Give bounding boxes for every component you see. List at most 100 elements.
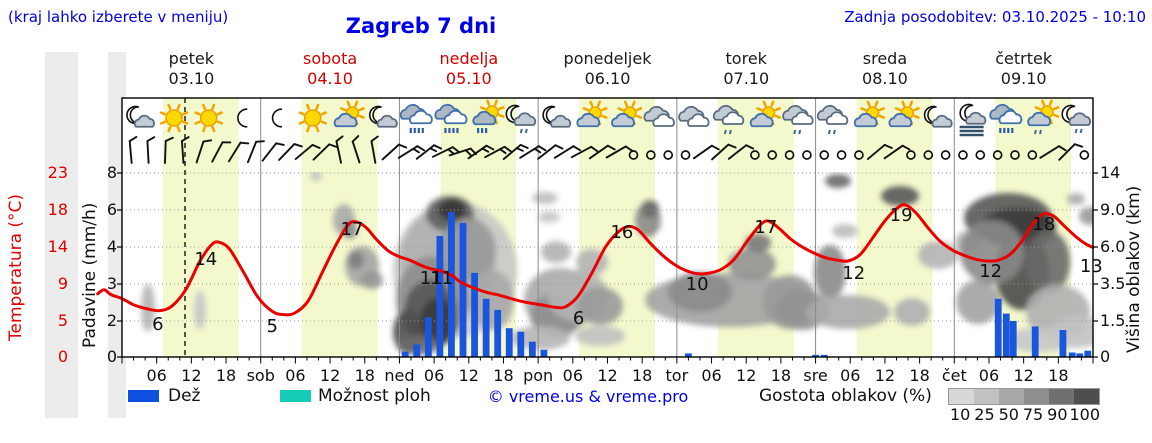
cloud-blob bbox=[881, 186, 919, 206]
weather-icon-sun-cloud bbox=[749, 100, 781, 128]
wind-barb-icon bbox=[1058, 143, 1084, 161]
day-date: 08.10 bbox=[862, 69, 908, 88]
copyright-link[interactable]: © vreme.us & vreme.pro bbox=[487, 387, 689, 406]
calm-wind-icon bbox=[1027, 150, 1038, 160]
calm-wind-icon bbox=[750, 150, 760, 160]
weather-icon-moon-cloud bbox=[368, 105, 398, 128]
cloud-blob bbox=[894, 298, 930, 326]
day-name: sreda bbox=[862, 49, 908, 68]
cloud-blob bbox=[918, 241, 958, 269]
weather-icon-rain bbox=[399, 103, 433, 133]
temp-extreme-label: 14 bbox=[194, 249, 217, 270]
x-axis-tick-label: 18 bbox=[493, 366, 513, 385]
x-axis-tick-label: 06 bbox=[701, 366, 721, 385]
rain-bar bbox=[540, 349, 548, 357]
x-axis-tick-label: tor bbox=[666, 366, 689, 385]
day-name: sobota bbox=[303, 49, 358, 68]
cloud-blob bbox=[577, 287, 623, 325]
weather-icon-sun-cloud bbox=[576, 100, 608, 128]
page-title: Zagreb 7 dni bbox=[345, 14, 497, 38]
day-date: 04.10 bbox=[307, 69, 353, 88]
wind-barb-icon bbox=[335, 135, 344, 164]
x-axis-tick-label: 06 bbox=[563, 366, 583, 385]
cloud-blob bbox=[541, 241, 571, 263]
day-name: četrtek bbox=[995, 49, 1053, 68]
calm-wind-icon bbox=[819, 150, 830, 160]
cloud-blob bbox=[641, 200, 659, 218]
weather-icon-sun bbox=[159, 103, 189, 133]
cloud-axis-tick: 14 bbox=[1100, 163, 1120, 182]
weather-icon-moon-cloud-drizzle bbox=[1061, 104, 1091, 134]
rain-bar bbox=[401, 351, 409, 357]
temp-extreme-label: 6 bbox=[573, 308, 584, 329]
weather-icon-moon-cloud bbox=[923, 105, 953, 128]
weather-icon-moon bbox=[271, 108, 283, 128]
rain-bar bbox=[685, 353, 692, 357]
x-axis-tick-label: 06 bbox=[979, 366, 999, 385]
wind-barb-icon bbox=[553, 145, 582, 159]
temp-axis-tick: 18 bbox=[48, 200, 68, 219]
temp-extreme-label: 11 bbox=[420, 268, 443, 289]
rain-bar bbox=[1002, 313, 1010, 357]
cloud-blob bbox=[745, 234, 771, 252]
rain-bar bbox=[494, 309, 502, 357]
wind-barb-icon bbox=[211, 141, 232, 163]
menu-hint-note: (kraj lahko izberete v meniju) bbox=[8, 8, 229, 26]
weather-icon-fog-moon bbox=[959, 103, 987, 137]
cloud-blob bbox=[348, 251, 364, 269]
cloud-axis-tick: 9.0 bbox=[1100, 200, 1125, 219]
cloud-blob bbox=[532, 192, 558, 204]
legend-row: Dež Možnost ploh © vreme.us & vreme.pro … bbox=[0, 386, 1152, 426]
rain-bar bbox=[1009, 321, 1017, 357]
x-axis-tick-label: 18 bbox=[909, 366, 929, 385]
rain-bar bbox=[448, 211, 455, 357]
wind-barb-icon bbox=[727, 144, 755, 160]
last-update-text: Zadnja posodobitev: 03.10.2025 - 10:10 bbox=[844, 8, 1146, 26]
rain-legend-swatch bbox=[128, 390, 159, 402]
x-axis-tick-label: 12 bbox=[1013, 366, 1033, 385]
rain-bar bbox=[812, 354, 819, 357]
x-axis-tick-label: sre bbox=[803, 366, 827, 385]
cloud-blob bbox=[1026, 230, 1070, 294]
cloud-density-gradient bbox=[948, 388, 1100, 405]
x-axis-tick-label: 06 bbox=[146, 366, 166, 385]
calm-wind-icon bbox=[975, 150, 986, 160]
wind-barb-icon bbox=[164, 136, 174, 164]
cloud-blob bbox=[538, 211, 560, 223]
wind-barb-icon bbox=[195, 139, 213, 164]
wind-barb-icon bbox=[502, 143, 529, 161]
cloud-blob bbox=[814, 245, 846, 299]
wind-barb-icon bbox=[866, 143, 893, 161]
calm-wind-icon bbox=[767, 150, 778, 160]
weather-icon-sun bbox=[194, 103, 223, 133]
wind-barb-icon bbox=[692, 144, 720, 160]
cloud-blob bbox=[470, 270, 514, 330]
cloud-blob bbox=[1067, 193, 1085, 205]
rain-bar bbox=[528, 341, 536, 357]
gradient-segment bbox=[1024, 389, 1049, 404]
day-name: nedelja bbox=[439, 49, 499, 68]
wind-barb-icon bbox=[381, 143, 408, 161]
temp-extreme-label: 16 bbox=[610, 222, 633, 243]
calm-wind-icon bbox=[992, 150, 1003, 160]
cloud-blob bbox=[956, 280, 1000, 324]
wind-barb-icon bbox=[246, 140, 265, 164]
gradient-segment bbox=[1074, 389, 1099, 404]
grid-layer bbox=[122, 98, 1093, 357]
calm-wind-icon bbox=[1010, 150, 1020, 160]
temp-extreme-label: 12 bbox=[842, 263, 865, 284]
day-date: 09.10 bbox=[1000, 69, 1047, 88]
day-date: 05.10 bbox=[445, 69, 492, 88]
rain-bar bbox=[436, 235, 444, 357]
wind-barb-icon bbox=[537, 144, 564, 160]
calm-wind-icon bbox=[1079, 150, 1090, 160]
weather-icon-sun-cloud bbox=[611, 100, 643, 128]
day-header-petek: petek 03.10 bbox=[122, 49, 261, 93]
x-axis-tick-label: 12 bbox=[320, 366, 340, 385]
x-axis-tick-label: sob bbox=[247, 366, 275, 385]
weather-icon-cloud bbox=[678, 105, 710, 127]
rain-bar bbox=[471, 272, 478, 357]
rain-bar bbox=[1076, 353, 1084, 357]
rain-bar bbox=[459, 222, 467, 357]
wind-barb-icon bbox=[467, 144, 495, 160]
